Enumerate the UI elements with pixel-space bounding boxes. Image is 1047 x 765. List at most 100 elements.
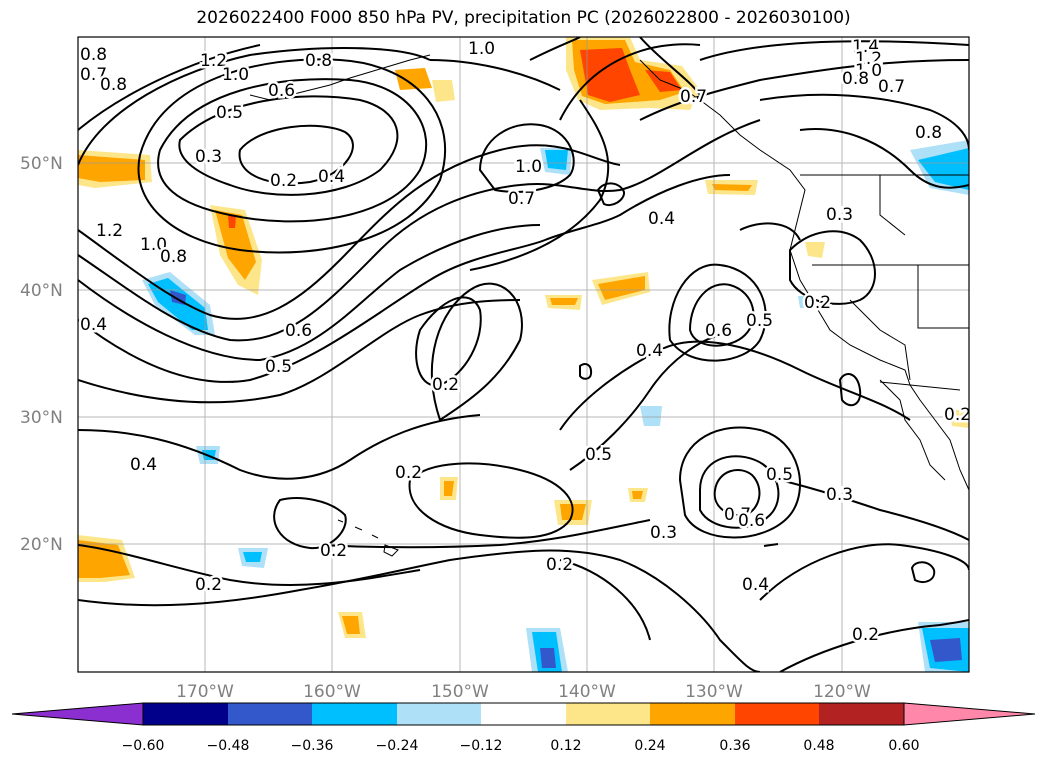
axis-labels: 50°N 40°N 30°N 20°N 170°W 160°W 150°W 14… bbox=[20, 154, 871, 702]
contour-labels: 1.2 1.0 0.8 0.6 0.5 0.3 0.2 0.4 1.0 0.8 … bbox=[78, 37, 971, 648]
colorbar-left-extension bbox=[11, 702, 144, 726]
contour-label: 0.4 bbox=[130, 455, 157, 475]
contour-label: 1.2 bbox=[855, 49, 882, 69]
precip-anomaly-region bbox=[78, 155, 145, 182]
pv-contour-line bbox=[639, 59, 969, 121]
colorbar-tick-label: −0.60 bbox=[122, 738, 165, 754]
pv-contour-line bbox=[569, 334, 721, 471]
precip-anomaly-region bbox=[950, 410, 969, 428]
contour-label: 0.6 bbox=[285, 321, 312, 341]
longitude-label: 140°W bbox=[558, 682, 616, 702]
plot-frame bbox=[77, 36, 970, 673]
precip-anomaly-region bbox=[444, 481, 454, 496]
state-border bbox=[849, 299, 911, 381]
contour-label: 0.4 bbox=[636, 341, 663, 361]
contour-label: 0.8 bbox=[100, 75, 127, 95]
colorbar-segment bbox=[481, 703, 566, 725]
precip-anomaly-region bbox=[215, 210, 256, 280]
contour-label: 0.4 bbox=[318, 167, 345, 187]
colorbar-tick-label: 0.60 bbox=[888, 738, 919, 754]
contour-label: 0.2 bbox=[320, 541, 347, 561]
precip-anomaly-region bbox=[395, 68, 432, 90]
contour-label: 0.7 bbox=[680, 87, 707, 107]
pv-contour-line bbox=[579, 363, 593, 380]
latitude-label: 40°N bbox=[20, 281, 63, 301]
pv-contour-line bbox=[157, 78, 428, 223]
contour-label: 0.3 bbox=[826, 485, 853, 505]
precip-anomaly-region bbox=[228, 215, 236, 228]
precip-anomaly-region bbox=[930, 638, 962, 662]
colorbar-right-extension bbox=[903, 702, 1036, 726]
contour-label: 0.6 bbox=[738, 511, 765, 531]
pv-contour-line bbox=[639, 37, 701, 96]
contour-label: 0.2 bbox=[395, 463, 422, 483]
contour-label: 0.7 bbox=[878, 77, 905, 97]
contour-label: 0.8 bbox=[305, 51, 332, 71]
pv-contour-line bbox=[529, 37, 581, 61]
contour-label: 1.2 bbox=[96, 221, 123, 241]
precip-anomaly-region bbox=[580, 48, 640, 102]
pv-contour-line bbox=[78, 299, 521, 404]
pv-contour-line bbox=[759, 543, 969, 601]
pv-contour-line bbox=[789, 230, 876, 305]
contour-label: 0.4 bbox=[80, 315, 107, 335]
colorbar-segment bbox=[819, 703, 904, 725]
contour-label: 0.8 bbox=[915, 123, 942, 143]
colorbar-segment bbox=[650, 703, 735, 725]
pv-contour-line bbox=[78, 414, 481, 480]
pv-contour-line bbox=[688, 283, 755, 347]
contour-label: 0.6 bbox=[705, 321, 732, 341]
pv-contour-line bbox=[238, 124, 354, 185]
contour-label: 0.2 bbox=[944, 405, 971, 425]
colorbar-segment bbox=[566, 703, 650, 725]
pv-contour-line bbox=[763, 543, 779, 547]
pv-contour-line bbox=[779, 619, 969, 672]
pv-contour-line bbox=[699, 40, 969, 61]
pv-contour-line bbox=[910, 561, 936, 583]
longitude-label: 150°W bbox=[431, 682, 489, 702]
latitude-label: 50°N bbox=[20, 154, 63, 174]
contour-label: 1.2 bbox=[200, 51, 227, 71]
colorbar-frame bbox=[142, 702, 905, 726]
contour-label: 0.4 bbox=[648, 209, 675, 229]
contour-label: 0.8 bbox=[842, 69, 869, 89]
pv-contour-line bbox=[713, 469, 761, 517]
hawaiian-islands bbox=[337, 519, 399, 557]
precip-anomaly-region bbox=[243, 552, 262, 562]
longitude-label: 120°W bbox=[813, 682, 871, 702]
pv-contour-line bbox=[739, 222, 801, 241]
contour-label: 0.5 bbox=[216, 103, 243, 123]
contour-label: 0.7 bbox=[80, 65, 107, 85]
pv-contour-line bbox=[78, 544, 421, 587]
precip-anomaly-region bbox=[432, 80, 455, 102]
pv-contour-line bbox=[759, 93, 969, 151]
colorbar-tick-label: −0.24 bbox=[376, 738, 419, 754]
precip-anomaly-region bbox=[632, 491, 643, 499]
contour-label: 1.0 bbox=[855, 61, 882, 81]
colorbar-tick-label: 0.36 bbox=[719, 738, 750, 754]
pv-contour-line bbox=[78, 47, 431, 166]
precip-anomaly-region bbox=[805, 242, 825, 258]
pv-contour-line bbox=[431, 282, 523, 422]
colorbar-segment bbox=[143, 703, 228, 725]
contour-label: 0.8 bbox=[160, 247, 187, 267]
map-title: 2026022400 F000 850 hPa PV, precipitatio… bbox=[196, 8, 851, 28]
precip-anomaly-region bbox=[712, 184, 752, 191]
precip-anomaly-region bbox=[545, 150, 568, 170]
precip-anomaly-region bbox=[798, 296, 812, 308]
precip-anomaly-region bbox=[550, 298, 578, 305]
pv-contour-line bbox=[779, 479, 969, 541]
contour-label: 0.8 bbox=[80, 45, 107, 65]
pv-contour-line bbox=[78, 119, 761, 342]
pv-contour-line bbox=[478, 123, 575, 193]
contour-label: 0.5 bbox=[766, 465, 793, 485]
contour-label: 0.3 bbox=[195, 147, 222, 167]
pv-contour-line bbox=[178, 95, 399, 196]
latitude-label: 30°N bbox=[20, 408, 63, 428]
latitude-label: 20°N bbox=[20, 535, 63, 555]
longitude-label: 170°W bbox=[176, 682, 234, 702]
map-plot-area: 1.2 1.0 0.8 0.6 0.5 0.3 0.2 0.4 1.0 0.8 … bbox=[78, 37, 971, 672]
contour-label: 0.2 bbox=[546, 555, 573, 575]
contour-label: 0.5 bbox=[585, 445, 612, 465]
pv-contour-line bbox=[668, 263, 767, 362]
